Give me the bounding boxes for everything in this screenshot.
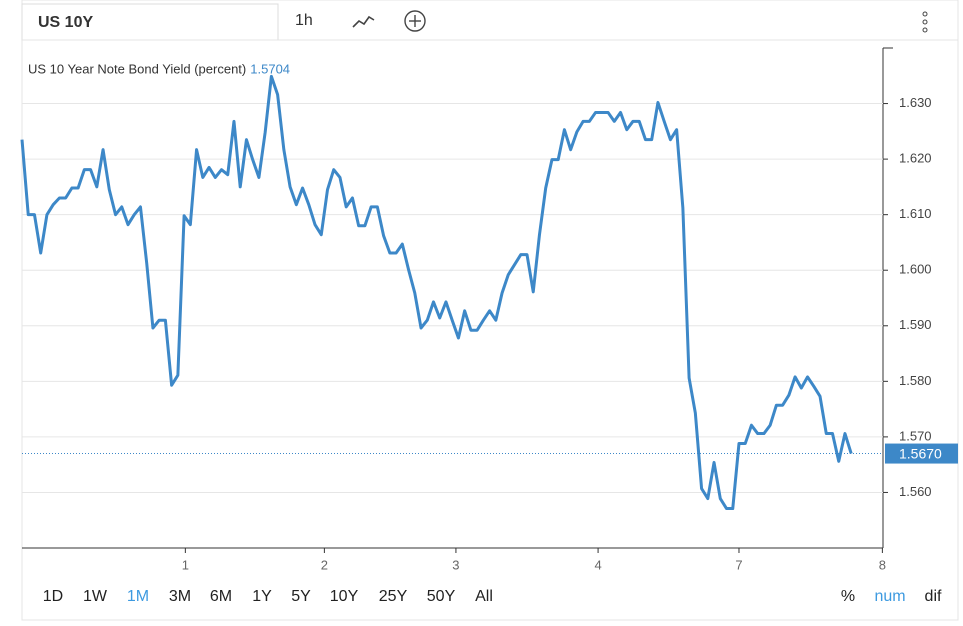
range-button[interactable]: 3M <box>169 588 191 605</box>
symbol-input[interactable] <box>21 3 279 41</box>
range-button[interactable]: 1M <box>127 588 149 605</box>
y-tick-label: 1.610 <box>899 206 932 221</box>
add-indicator-icon[interactable] <box>404 10 426 32</box>
mode-button[interactable]: % <box>841 588 855 605</box>
y-tick-label: 1.620 <box>899 151 932 166</box>
series-line <box>20 74 853 511</box>
menu-icon[interactable] <box>922 11 928 33</box>
y-tick-label: 1.630 <box>899 95 932 110</box>
x-tick-label: 1 <box>182 557 189 572</box>
series-title: US 10 Year Note Bond Yield (percent) <box>28 61 246 76</box>
y-tick-label: 1.580 <box>899 373 932 388</box>
range-button[interactable]: 10Y <box>330 588 359 605</box>
mode-button[interactable]: num <box>874 588 905 605</box>
y-tick-label: 1.590 <box>899 317 932 332</box>
range-button[interactable]: 50Y <box>427 588 456 605</box>
header-value: 1.5704 <box>250 61 290 76</box>
range-button[interactable]: 1W <box>83 588 108 605</box>
y-tick-label: 1.600 <box>899 262 932 277</box>
mode-button[interactable]: dif <box>925 588 942 605</box>
range-button[interactable]: 1D <box>43 588 63 605</box>
x-tick-label: 8 <box>879 557 886 572</box>
x-tick-label: 2 <box>321 557 328 572</box>
range-button[interactable]: 6M <box>210 588 232 605</box>
range-button[interactable]: 1Y <box>252 588 272 605</box>
x-tick-label: 7 <box>735 557 742 572</box>
x-tick-label: 4 <box>594 557 601 572</box>
range-button[interactable]: 25Y <box>379 588 408 605</box>
symbol: US 10Y <box>38 14 93 31</box>
y-tick-label: 1.560 <box>899 484 932 499</box>
y-tick-label: 1.570 <box>899 428 932 443</box>
x-tick-label: 3 <box>452 557 459 572</box>
range-button[interactable]: All <box>475 588 493 605</box>
chart-type-icon[interactable] <box>352 15 375 28</box>
range-button[interactable]: 5Y <box>291 588 311 605</box>
last-value-label: 1.5670 <box>899 445 942 461</box>
interval[interactable]: 1h <box>295 12 313 29</box>
last-value-box <box>885 443 958 464</box>
